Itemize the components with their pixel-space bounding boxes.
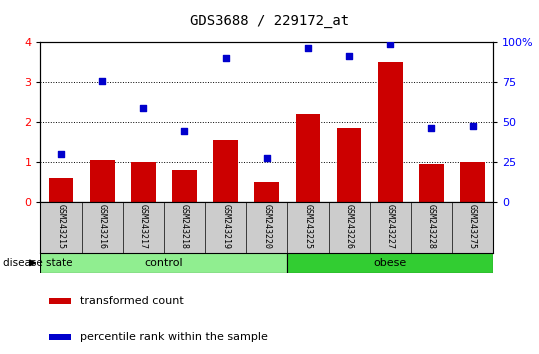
Bar: [254, 182, 279, 202]
Text: percentile rank within the sample: percentile rank within the sample: [80, 332, 268, 342]
Bar: [287, 253, 493, 273]
Text: GSM243220: GSM243220: [262, 204, 271, 249]
Text: GDS3688 / 229172_at: GDS3688 / 229172_at: [190, 14, 349, 28]
Bar: [460, 162, 485, 202]
Bar: [50, 298, 71, 304]
Text: control: control: [144, 258, 183, 268]
Point: [386, 42, 395, 47]
Bar: [131, 162, 156, 202]
Text: GSM243218: GSM243218: [180, 204, 189, 249]
Bar: [419, 164, 444, 202]
Text: GSM243219: GSM243219: [221, 204, 230, 249]
Point: [468, 123, 477, 129]
Bar: [40, 253, 287, 273]
Text: GSM243217: GSM243217: [139, 204, 148, 249]
Bar: [295, 114, 320, 202]
Text: GSM243228: GSM243228: [427, 204, 436, 249]
Text: GSM243225: GSM243225: [303, 204, 313, 249]
Bar: [378, 62, 403, 202]
Point: [98, 78, 107, 84]
Point: [345, 53, 354, 59]
Text: disease state: disease state: [3, 258, 72, 268]
Text: GSM243227: GSM243227: [386, 204, 395, 249]
Text: GSM243226: GSM243226: [344, 204, 354, 249]
Point: [222, 56, 230, 61]
Bar: [90, 160, 114, 202]
Point: [427, 125, 436, 131]
Bar: [213, 140, 238, 202]
Bar: [337, 128, 362, 202]
Point: [262, 155, 271, 161]
Point: [180, 128, 189, 134]
Text: transformed count: transformed count: [80, 296, 184, 306]
Bar: [49, 178, 73, 202]
Bar: [50, 334, 71, 340]
Point: [139, 105, 148, 110]
Text: GSM243216: GSM243216: [98, 204, 107, 249]
Point: [57, 151, 65, 157]
Text: GSM243275: GSM243275: [468, 204, 477, 249]
Text: GSM243215: GSM243215: [57, 204, 66, 249]
Text: obese: obese: [374, 258, 407, 268]
Bar: [172, 170, 197, 202]
Point: [303, 46, 312, 51]
